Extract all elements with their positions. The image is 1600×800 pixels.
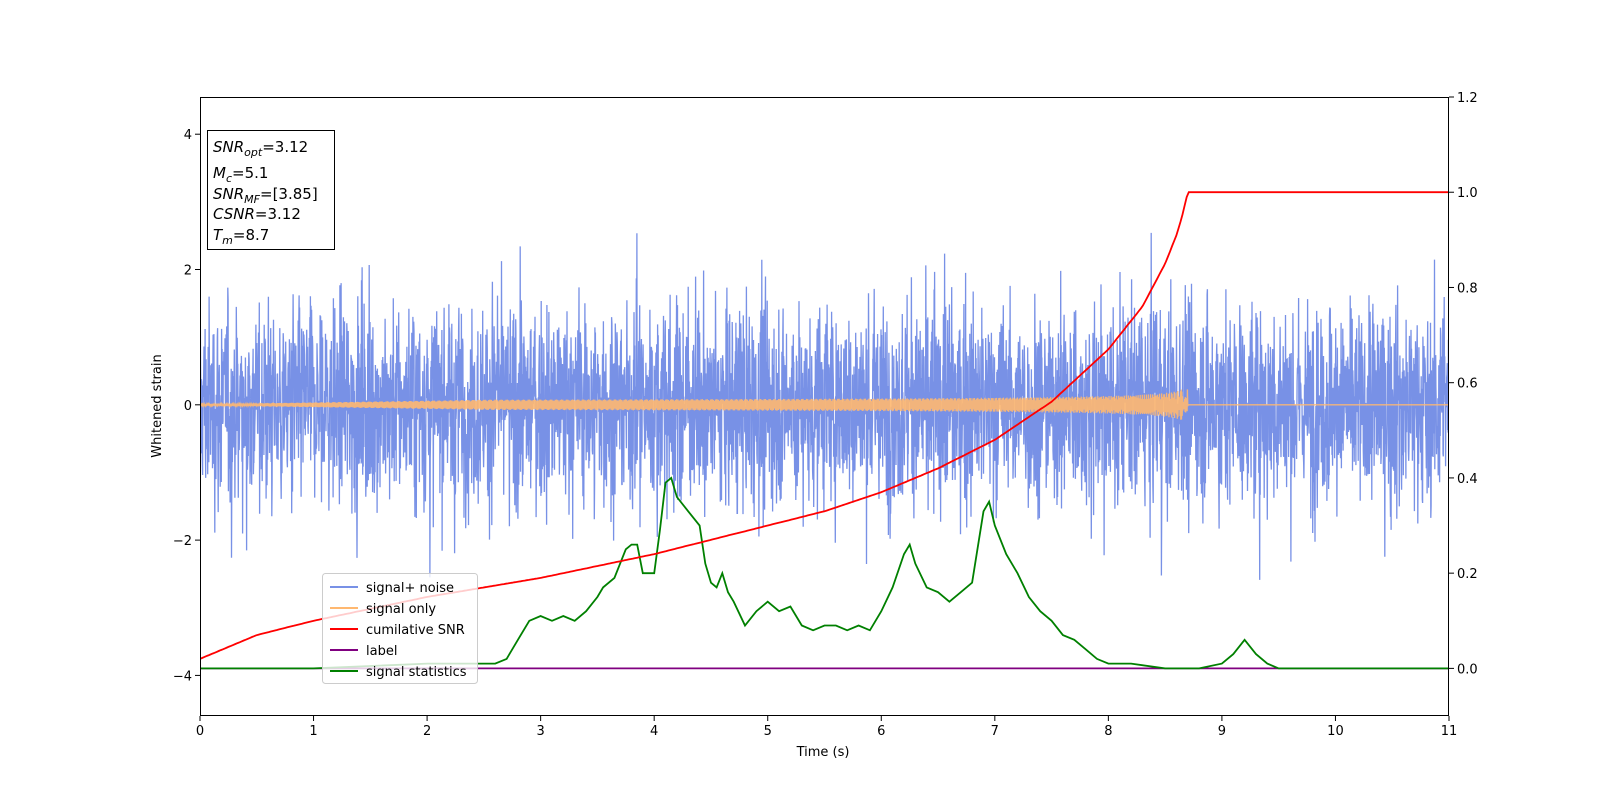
y-right-tick-label: 1.0	[1457, 186, 1478, 201]
y-left-tick-label: 2	[184, 264, 192, 279]
x-axis-label: Time (s)	[796, 745, 850, 760]
y-right-tick-label: 0.6	[1457, 377, 1478, 392]
legend-label-signal-statistics: signal statistics	[366, 665, 467, 680]
x-tick-label: 10	[1327, 724, 1344, 739]
x-tick-label: 2	[423, 724, 431, 739]
x-tick-label: 4	[650, 724, 658, 739]
y-left-tick-label: −4	[173, 669, 192, 684]
annotation-tm: Tm=8.7	[213, 226, 269, 247]
series-signal-statistics	[200, 476, 1449, 670]
legend-label-cumilative-snr: cumilative SNR	[366, 623, 465, 638]
x-tick-label: 11	[1441, 724, 1458, 739]
x-tick-label: 3	[536, 724, 544, 739]
annotation-box: SNRopt=3.12 Mc=5.1 SNRMF=[3.85] CSNR=3.1…	[207, 130, 335, 250]
y-right-axis-ticks: 0.0 0.2 0.4 0.6 0.8 1.0 1.2	[1449, 91, 1478, 677]
y-left-tick-label: 4	[184, 128, 192, 143]
x-tick-label: 7	[991, 724, 999, 739]
y-left-tick-label: −2	[173, 534, 192, 549]
y-axis-label: Whitened strain	[150, 354, 165, 457]
annotation-frame	[207, 130, 335, 250]
series-signal-only	[200, 389, 1449, 420]
legend-label-label: label	[366, 644, 397, 659]
y-right-tick-label: 1.2	[1457, 91, 1478, 106]
annotation-mc: Mc=5.1	[213, 164, 268, 185]
legend-label-signal-only: signal only	[366, 602, 436, 617]
y-right-tick-label: 0.2	[1457, 567, 1478, 582]
legend-label-signal-noise: signal+ noise	[366, 581, 454, 596]
legend-items: signal+ noise signal only cumilative SNR la…	[330, 581, 467, 680]
x-tick-label: 9	[1218, 724, 1226, 739]
x-tick-label: 8	[1104, 724, 1112, 739]
y-left-tick-label: 0	[184, 399, 192, 414]
y-right-tick-label: 0.4	[1457, 472, 1478, 487]
x-tick-label: 6	[877, 724, 885, 739]
y-right-tick-label: 0.0	[1457, 662, 1478, 677]
annotation-snr-opt: SNRopt=3.12	[213, 138, 308, 159]
x-tick-label: 0	[196, 724, 204, 739]
x-tick-label: 1	[309, 724, 317, 739]
legend: signal+ noise signal only cumilative SNR la…	[322, 573, 478, 684]
x-tick-label: 5	[764, 724, 772, 739]
legend-frame	[322, 573, 478, 684]
x-axis-ticks: 0 1 2 3 4 5 6 7 8 9 10 11	[196, 716, 1457, 739]
plot-frame	[200, 97, 1449, 716]
y-left-axis-ticks: −4 −2 0 2 4	[173, 128, 200, 684]
annotation-csnr: CSNR=3.12	[213, 205, 301, 223]
annotation-snr-mf: SNRMF=[3.85]	[213, 185, 318, 206]
y-right-tick-label: 0.8	[1457, 281, 1478, 296]
